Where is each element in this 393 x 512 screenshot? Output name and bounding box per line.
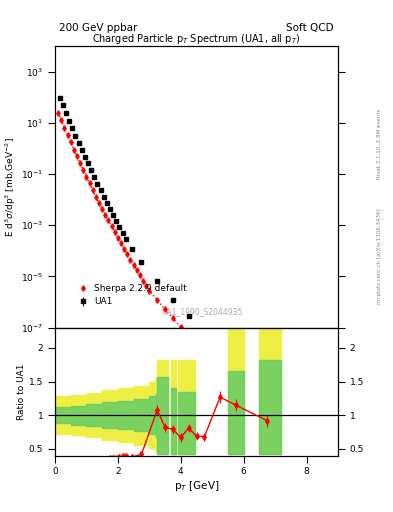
Sherpa 2.2.9 default bbox=[131, 262, 136, 268]
Sherpa 2.2.9 default bbox=[163, 306, 167, 312]
Sherpa 2.2.9 default bbox=[62, 124, 67, 131]
Text: Rivet 3.1.10, 2.8M events: Rivet 3.1.10, 2.8M events bbox=[377, 108, 382, 179]
Sherpa 2.2.9 default bbox=[84, 174, 89, 180]
Bar bbox=[259, 328, 281, 454]
Sherpa 2.2.9 default bbox=[97, 200, 101, 206]
Sherpa 2.2.9 default bbox=[171, 315, 175, 322]
Sherpa 2.2.9 default bbox=[125, 251, 130, 258]
Sherpa 2.2.9 default bbox=[68, 139, 73, 145]
Sherpa 2.2.9 default bbox=[90, 187, 95, 193]
Bar bbox=[178, 360, 195, 454]
Bar bbox=[157, 377, 168, 454]
Sherpa 2.2.9 default bbox=[81, 167, 86, 173]
Sherpa 2.2.9 default bbox=[87, 180, 92, 186]
Sherpa 2.2.9 default bbox=[94, 194, 98, 200]
Bar bbox=[228, 328, 244, 454]
Sherpa 2.2.9 default bbox=[304, 456, 309, 462]
Sherpa 2.2.9 default bbox=[112, 229, 117, 235]
Sherpa 2.2.9 default bbox=[265, 416, 270, 422]
Sherpa 2.2.9 default bbox=[119, 240, 123, 246]
Sherpa 2.2.9 default bbox=[241, 391, 246, 397]
Bar bbox=[228, 372, 244, 454]
Sherpa 2.2.9 default bbox=[249, 399, 254, 406]
Sherpa 2.2.9 default bbox=[116, 234, 120, 241]
Sherpa 2.2.9 default bbox=[138, 272, 142, 279]
Sherpa 2.2.9 default bbox=[273, 423, 277, 430]
Bar bbox=[171, 360, 176, 454]
Bar bbox=[178, 392, 195, 454]
Sherpa 2.2.9 default bbox=[336, 487, 340, 494]
Bar bbox=[171, 388, 176, 454]
Sherpa 2.2.9 default bbox=[257, 408, 262, 414]
Sherpa 2.2.9 default bbox=[233, 383, 238, 389]
Sherpa 2.2.9 default bbox=[194, 342, 199, 348]
Line: Sherpa 2.2.9 default: Sherpa 2.2.9 default bbox=[56, 111, 340, 493]
Sherpa 2.2.9 default bbox=[56, 110, 61, 116]
Sherpa 2.2.9 default bbox=[147, 288, 152, 294]
Y-axis label: Ratio to UA1: Ratio to UA1 bbox=[17, 364, 26, 420]
Bar bbox=[259, 360, 281, 454]
Sherpa 2.2.9 default bbox=[141, 278, 145, 284]
Sherpa 2.2.9 default bbox=[65, 132, 70, 138]
Text: Soft QCD: Soft QCD bbox=[286, 23, 334, 33]
Sherpa 2.2.9 default bbox=[210, 358, 215, 365]
Sherpa 2.2.9 default bbox=[75, 153, 79, 159]
Legend: Sherpa 2.2.9 default, UA1: Sherpa 2.2.9 default, UA1 bbox=[73, 281, 190, 309]
Sherpa 2.2.9 default bbox=[100, 206, 105, 212]
Text: 200 GeV ppbar: 200 GeV ppbar bbox=[59, 23, 137, 33]
Sherpa 2.2.9 default bbox=[59, 117, 64, 123]
Sherpa 2.2.9 default bbox=[288, 440, 293, 446]
Sherpa 2.2.9 default bbox=[122, 246, 127, 252]
Sherpa 2.2.9 default bbox=[128, 257, 133, 263]
X-axis label: p$_T$ [GeV]: p$_T$ [GeV] bbox=[174, 479, 219, 493]
Sherpa 2.2.9 default bbox=[218, 367, 222, 373]
Y-axis label: E d$^3\sigma$/dp$^3$ [mb,GeV$^{-2}$]: E d$^3\sigma$/dp$^3$ [mb,GeV$^{-2}$] bbox=[4, 137, 18, 237]
Sherpa 2.2.9 default bbox=[78, 160, 83, 166]
Sherpa 2.2.9 default bbox=[155, 297, 160, 303]
Sherpa 2.2.9 default bbox=[144, 283, 149, 289]
Sherpa 2.2.9 default bbox=[178, 324, 183, 330]
Sherpa 2.2.9 default bbox=[320, 472, 325, 478]
Sherpa 2.2.9 default bbox=[72, 146, 76, 153]
Sherpa 2.2.9 default bbox=[226, 375, 230, 381]
Text: UA1_1990_S2044935: UA1_1990_S2044935 bbox=[162, 307, 243, 316]
Sherpa 2.2.9 default bbox=[134, 267, 139, 273]
Title: Charged Particle p$_T$ Spectrum (UA1, all p$_T$): Charged Particle p$_T$ Spectrum (UA1, al… bbox=[92, 32, 301, 46]
Sherpa 2.2.9 default bbox=[106, 217, 111, 223]
Sherpa 2.2.9 default bbox=[202, 350, 207, 356]
Sherpa 2.2.9 default bbox=[103, 211, 108, 218]
Text: mcplots.cern.ch [arXiv:1306.3436]: mcplots.cern.ch [arXiv:1306.3436] bbox=[377, 208, 382, 304]
Sherpa 2.2.9 default bbox=[109, 223, 114, 229]
Sherpa 2.2.9 default bbox=[186, 333, 191, 339]
Bar bbox=[157, 360, 168, 454]
